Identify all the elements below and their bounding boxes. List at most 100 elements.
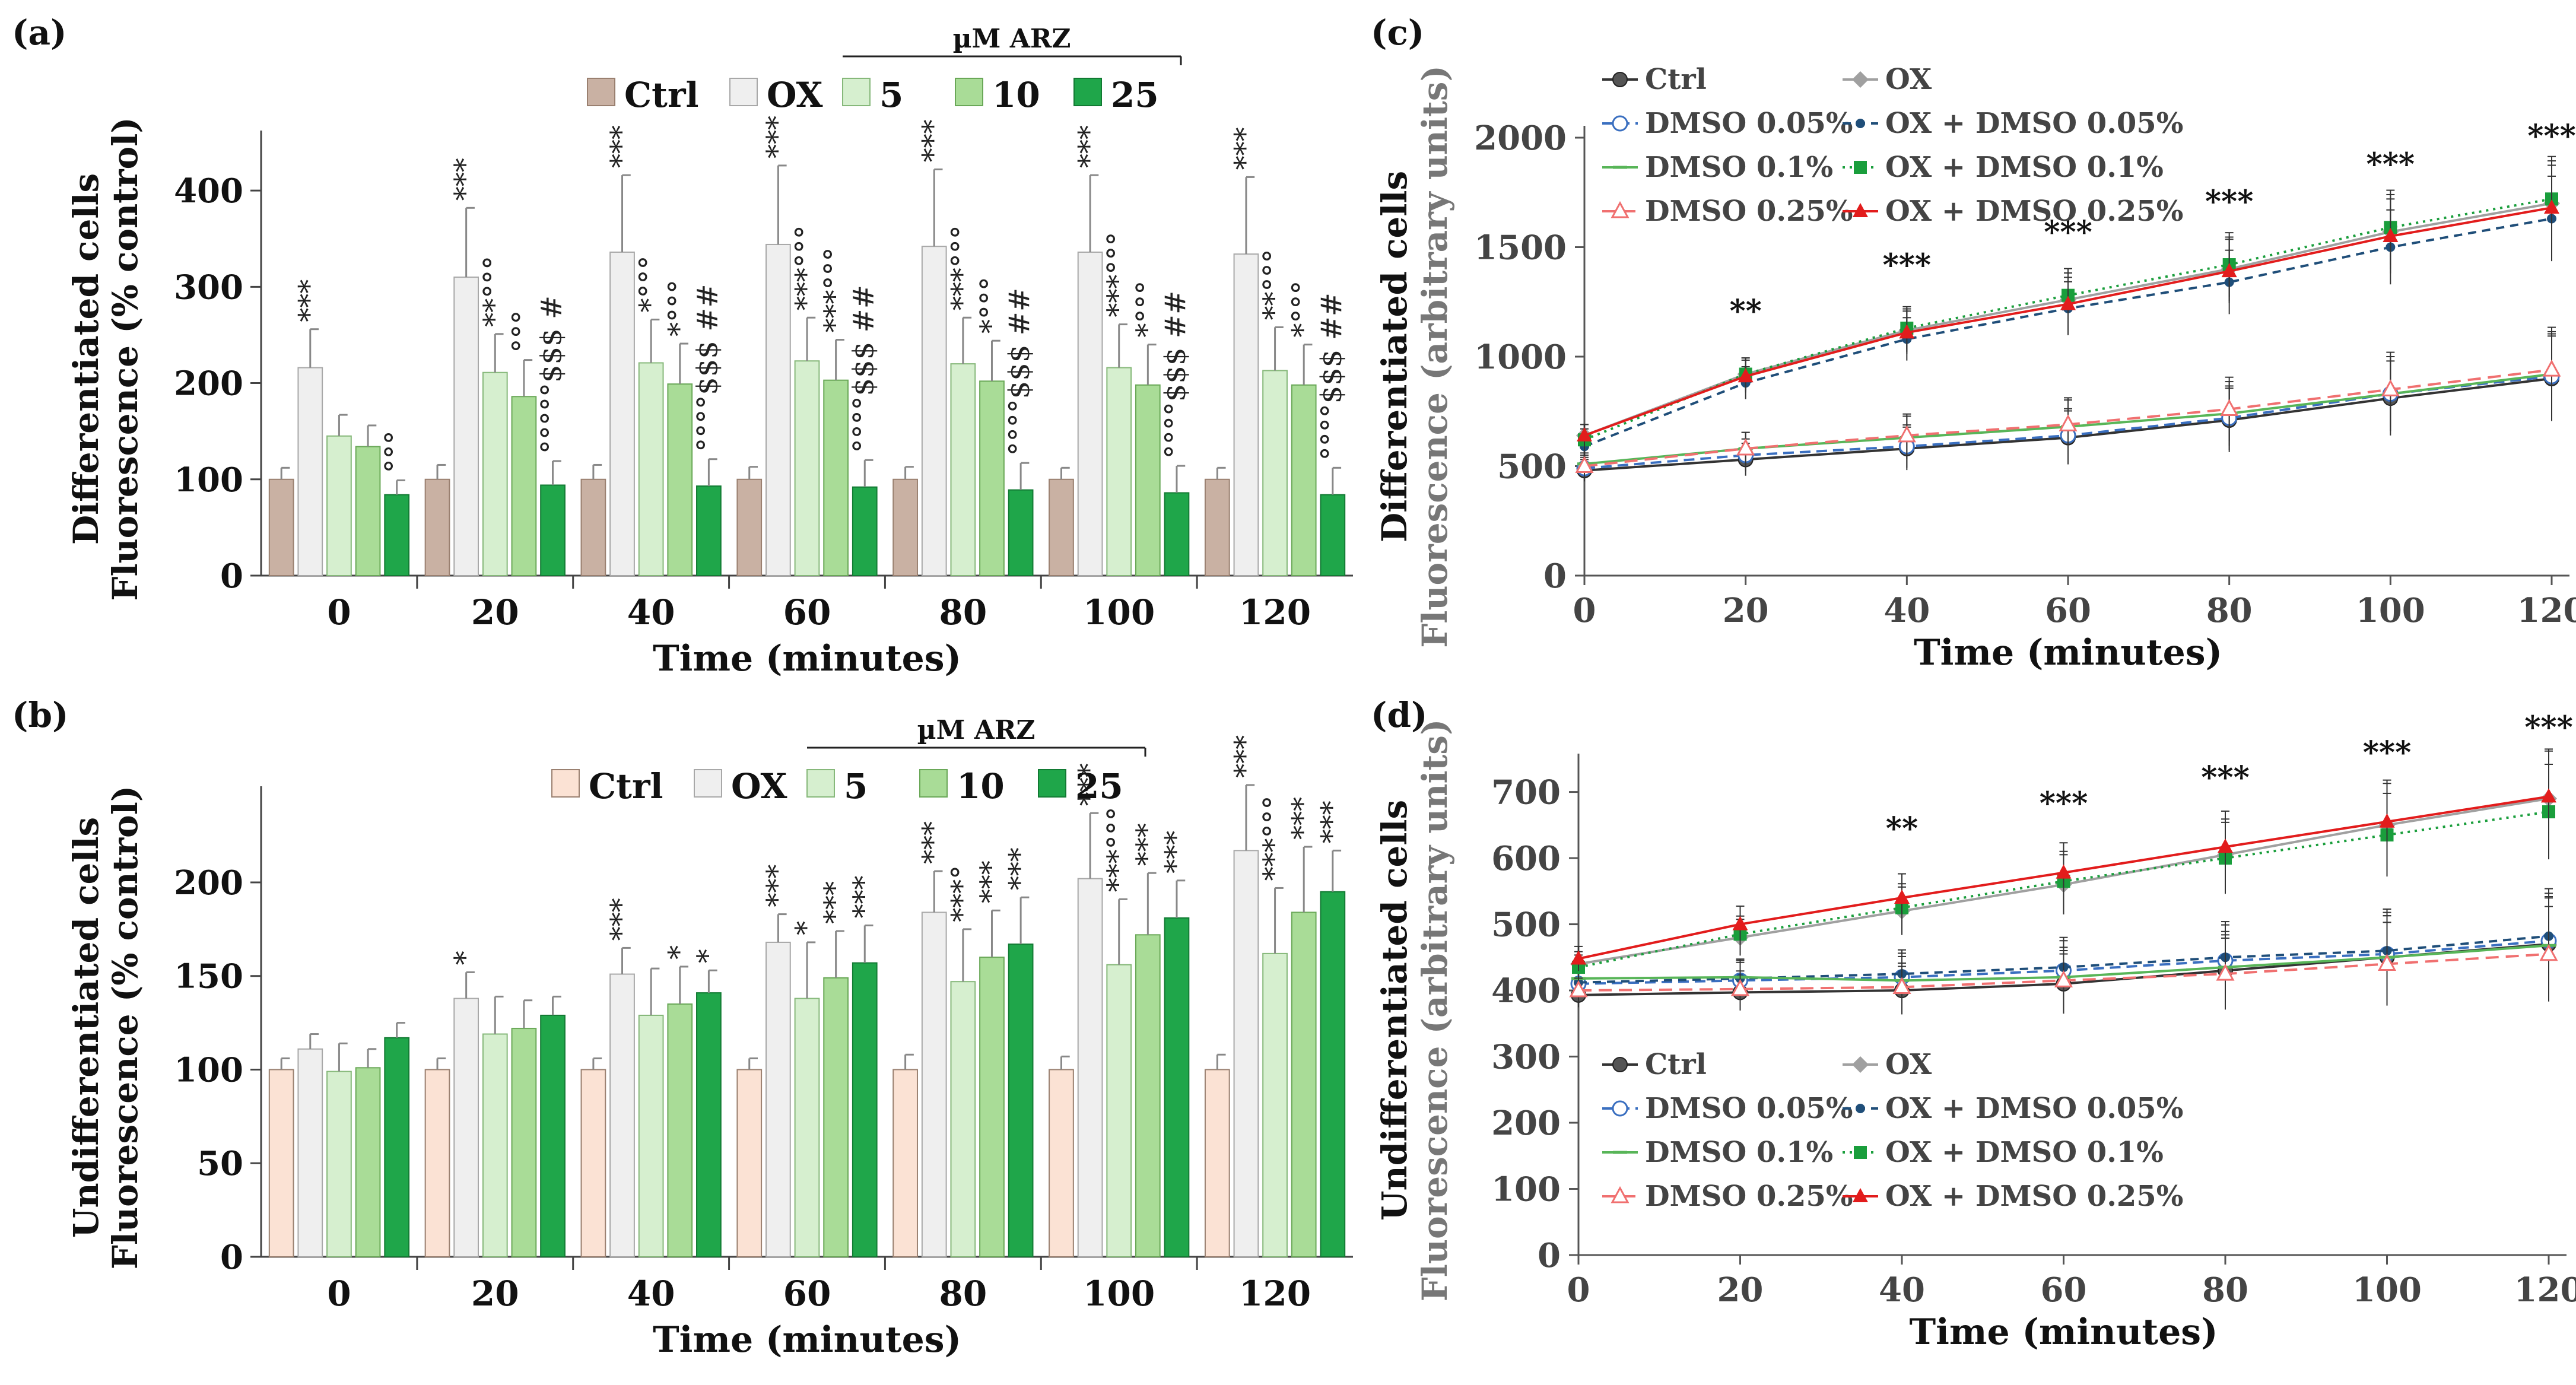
significance-label: *** (293, 279, 326, 322)
legend-swatch-ox (694, 769, 722, 798)
data-point (2218, 838, 2233, 853)
significance-label: *** (1315, 800, 1348, 843)
legend-swatch-25 (1038, 769, 1066, 798)
x-tick-label: 40 (1879, 1270, 1925, 1310)
bar-25 (696, 992, 722, 1257)
bar-10 (511, 396, 537, 576)
arz-legend-title: µM ARZ (952, 24, 1071, 54)
x-tick-label: 0 (1573, 591, 1596, 630)
data-point (1853, 1188, 1868, 1202)
data-point (1611, 201, 1630, 218)
bar-ctrl (736, 1069, 763, 1257)
significance-label: *** (916, 821, 949, 864)
significance-label: *°°° (662, 279, 695, 336)
bar-10 (979, 957, 1005, 1258)
bar-10 (355, 446, 381, 576)
bar-ctrl (580, 478, 606, 576)
bar-25 (1320, 494, 1346, 576)
bar-ox (1233, 253, 1259, 576)
significance-label: *** (1003, 847, 1036, 890)
significance-label: ***°°° (789, 225, 822, 310)
significance-label: *** (2201, 760, 2250, 796)
x-tick-label: 100 (1083, 1273, 1155, 1314)
bar-25 (384, 1037, 410, 1257)
bar-10 (1135, 384, 1161, 576)
y-axis-title-line: Fluorescence (arbitrary units) (1415, 719, 1455, 1302)
data-point (2054, 970, 2073, 987)
y-tick-label: 400 (1491, 971, 1561, 1011)
y-axis-title-line: Differentiated cells (1374, 171, 1415, 542)
significance-label: *°°° (1286, 281, 1319, 338)
x-tick-label: 20 (1717, 1270, 1764, 1310)
bar-ox (1233, 850, 1259, 1258)
x-tick-label: 100 (2356, 591, 2425, 630)
bar-25 (1008, 944, 1034, 1257)
legend-label: DMSO 0.25% (1645, 1180, 1853, 1213)
bar-ctrl (268, 478, 294, 576)
legend-label: OX + DMSO 0.05% (1885, 1092, 2183, 1125)
y-tick-label: 100 (174, 1050, 243, 1089)
x-tick-label: 80 (939, 1273, 987, 1314)
x-tick-label: 40 (1883, 591, 1930, 630)
legend-label: Ctrl (1645, 1048, 1707, 1081)
data-point (1856, 1104, 1865, 1113)
data-point (1852, 1056, 1869, 1073)
significance-label: *** (1159, 831, 1192, 873)
bar-ctrl (268, 1069, 294, 1257)
legend-label: 10 (992, 75, 1040, 115)
x-tick-label: 80 (2206, 591, 2253, 630)
significance-label: ***°°° (1257, 795, 1291, 881)
bar-25 (1320, 891, 1346, 1257)
y-tick-label: 500 (1491, 906, 1561, 945)
x-tick-label: 40 (627, 592, 675, 633)
bar-ctrl (424, 1069, 450, 1257)
bar-25 (1008, 489, 1034, 576)
legend-swatch-ctrl (587, 78, 615, 106)
y-tick-label: 0 (220, 1238, 243, 1277)
y-tick-label: 500 (1497, 447, 1567, 487)
bar-25 (540, 484, 566, 576)
significance-label: *** (1130, 823, 1163, 866)
significance-label: ***° (945, 865, 979, 922)
legend-swatch-10 (955, 78, 983, 106)
data-point (1899, 324, 1915, 339)
legend-label: 10 (957, 766, 1005, 806)
significance-label: *°°° (1130, 281, 1163, 338)
data-point (1730, 979, 1750, 996)
x-tick-label: 100 (1083, 592, 1155, 633)
data-point (1852, 71, 1869, 88)
data-point (1853, 203, 1868, 217)
bar-ctrl (892, 1069, 918, 1257)
significance-label: °°°°$$$ ## (1159, 291, 1192, 459)
data-point (2059, 414, 2078, 431)
y-tick-label: 600 (1491, 839, 1561, 878)
x-tick-label: 40 (627, 1273, 675, 1314)
y-tick-label: 200 (1491, 1104, 1561, 1143)
x-tick-label: 60 (783, 1273, 831, 1314)
significance-label: ***°°° (1101, 232, 1135, 317)
significance-label: °°°°$$$ ## (847, 285, 880, 453)
y-axis-title-line: Undifferentiated cells (66, 817, 106, 1238)
y-axis-title-line: Fluorescence (% control) (105, 117, 145, 601)
data-point (1854, 161, 1867, 174)
data-point (2544, 199, 2559, 214)
bar-ox (609, 251, 635, 576)
significance-label: *** (2363, 735, 2412, 771)
significance-label: °°°°°$$$ # (535, 296, 568, 454)
significance-label: °°° (506, 310, 539, 353)
significance-label: *** (818, 881, 852, 924)
data-point (1571, 950, 1586, 965)
bar-25 (384, 494, 410, 576)
bar-5 (326, 1070, 352, 1257)
legend-swatch-10 (919, 769, 948, 798)
legend-label: OX + DMSO 0.1% (1885, 151, 2164, 184)
legend-label: OX (767, 75, 823, 115)
legend-label: DMSO 0.25% (1645, 195, 1853, 228)
y-tick-label: 300 (174, 268, 243, 307)
bar-ox (921, 246, 947, 576)
data-point (2060, 296, 2076, 310)
legend-label: 5 (844, 766, 868, 806)
x-tick-label: 120 (2514, 1270, 2576, 1310)
legend-label: DMSO 0.05% (1645, 1092, 1853, 1125)
significance-label: *** (760, 116, 793, 158)
